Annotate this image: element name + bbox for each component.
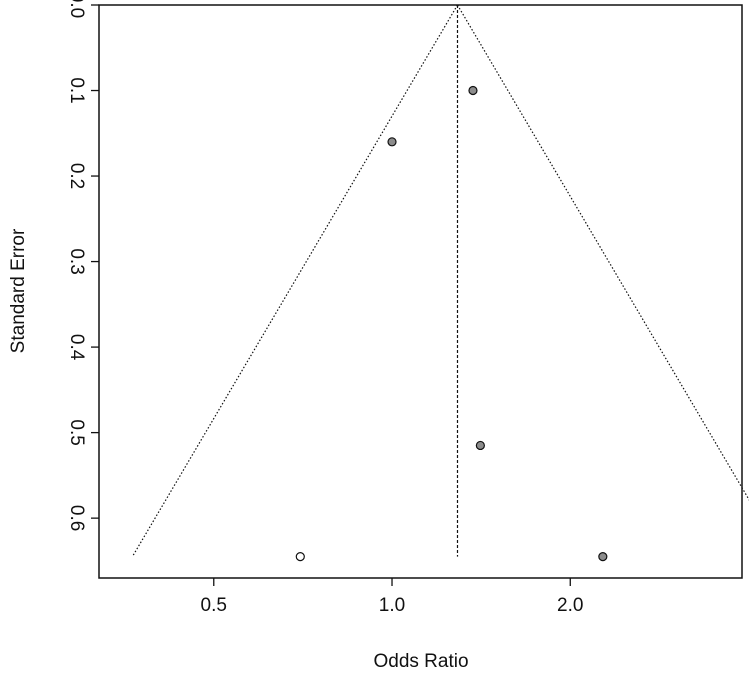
y-tick-label: 0.3 (66, 248, 87, 274)
y-axis-title: Standard Error (8, 228, 29, 353)
x-tick-label: 2.0 (557, 595, 583, 616)
x-tick-label: 1.0 (379, 595, 405, 616)
points-layer (295, 85, 608, 562)
imputed-study-point (295, 552, 305, 562)
study-point (387, 137, 397, 147)
funnel-left-boundary (131, 4, 459, 557)
y-tick-label: 0.5 (66, 419, 87, 445)
study-point (468, 85, 478, 96)
y-tick-label: 0.6 (66, 505, 87, 531)
study-point (598, 552, 608, 562)
funnel-layer (131, 4, 749, 557)
plot-frame (98, 4, 743, 579)
study-point (475, 440, 485, 451)
funnel-right-boundary (456, 4, 749, 501)
x-axis-title: Odds Ratio (373, 651, 468, 672)
y-axis: 0.0 0.1 0.2 0.3 0.4 0.5 0.6 (66, 0, 99, 531)
y-tick-label: 0.2 (66, 163, 87, 189)
x-axis: 0.5 1.0 2.0 (201, 578, 583, 616)
y-tick-label: 0.0 (66, 0, 87, 18)
x-tick-label: 0.5 (201, 595, 227, 616)
y-tick-label: 0.1 (66, 77, 87, 103)
y-tick-label: 0.4 (66, 334, 87, 361)
